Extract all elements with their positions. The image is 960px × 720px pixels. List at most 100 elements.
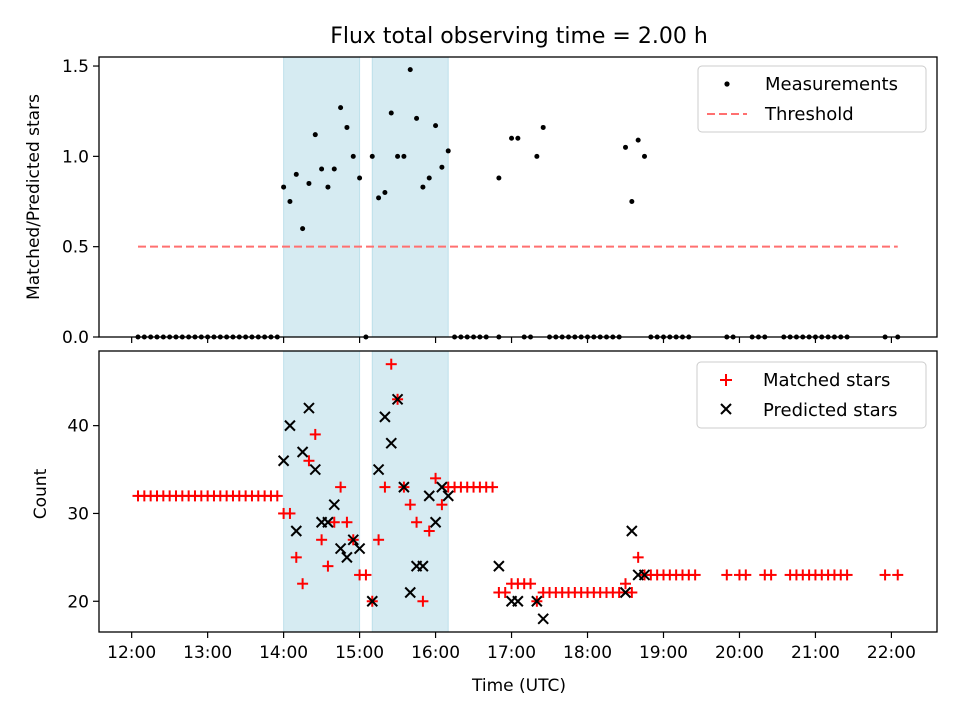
legend-threshold-label: Threshold (764, 104, 854, 125)
measurement-point (382, 189, 388, 195)
measurement-point (509, 135, 515, 141)
measurement-point (312, 132, 318, 138)
matched-point (841, 569, 853, 581)
top-y-ticks: 0.0 0.5 1.0 1.5 (62, 57, 99, 348)
matched-point (499, 586, 511, 598)
matched-point (423, 525, 435, 537)
predicted-point (296, 446, 309, 458)
y-tick-label: 1.0 (62, 147, 89, 167)
measurement-point (629, 199, 635, 205)
measurement-point (369, 153, 375, 159)
matched-point (740, 569, 752, 581)
predicted-point (423, 490, 435, 502)
legend-predicted-marker (720, 403, 732, 415)
predicted-point (309, 463, 321, 476)
measurement-point (414, 115, 420, 121)
matched-point (322, 560, 334, 572)
matched-point (271, 490, 283, 502)
measurement-point (300, 226, 306, 232)
legend-measurement-marker (724, 81, 730, 87)
matched-point (328, 516, 340, 528)
predicted-point (328, 498, 340, 511)
matched-point (411, 516, 423, 528)
shaded-span (371, 56, 449, 338)
matched-point (360, 569, 372, 581)
matched-point (417, 595, 429, 607)
measurement-point (357, 175, 363, 181)
y-tick-label: 20 (67, 592, 89, 612)
chart-title: Flux total observing time = 2.00 h (330, 24, 708, 49)
matched-point (632, 551, 644, 563)
predicted-point (385, 437, 397, 449)
predicted-point (322, 516, 334, 528)
matched-point (341, 516, 353, 528)
predicted-point (334, 542, 347, 555)
legend-predicted-label: Predicted stars (763, 400, 897, 421)
measurement-point (395, 153, 401, 159)
top-legend-frame (697, 65, 927, 133)
predicted-point (626, 525, 638, 537)
measurement-point (496, 175, 502, 181)
measurement-point (515, 135, 521, 141)
measurement-point (331, 166, 337, 172)
x-tick-label: 19:00 (639, 643, 688, 663)
measurement-point (623, 144, 629, 150)
y-tick-label: 1.5 (62, 57, 89, 77)
predicted-point (284, 419, 296, 432)
predicted-point (277, 455, 290, 467)
predicted-point (353, 542, 366, 555)
matched-point (620, 578, 632, 590)
measurement-point (293, 171, 299, 177)
shaded-span (283, 56, 361, 338)
measurement-point (401, 153, 407, 159)
measurement-point (439, 164, 445, 170)
matched-point (613, 586, 625, 598)
predicted-point (391, 393, 404, 406)
matched-point (765, 569, 777, 581)
measurement-point (433, 123, 439, 129)
predicted-point (537, 613, 549, 625)
matched-point (721, 569, 733, 581)
predicted-point (417, 560, 429, 572)
measurement-point (344, 124, 350, 130)
predicted-point (372, 463, 385, 476)
matched-point (373, 534, 385, 546)
predicted-points (277, 393, 651, 625)
matched-point (892, 569, 904, 581)
legend-measurements-label: Measurements (765, 74, 898, 95)
top-x-ticks (131, 337, 893, 343)
matched-point (430, 472, 442, 484)
measurement-point (445, 148, 451, 154)
matched-point (487, 481, 499, 493)
legend-matched-label: Matched stars (763, 370, 890, 391)
matched-point (316, 534, 328, 546)
matched-point (404, 499, 416, 511)
top-legend: Measurements Threshold (697, 65, 927, 133)
predicted-point (366, 595, 378, 607)
bottom-y-ticks: 20 30 40 (67, 417, 99, 612)
x-tick-label: 12:00 (107, 643, 156, 663)
matched-point (385, 358, 397, 370)
measurement-point (319, 166, 325, 172)
matched-point (379, 481, 391, 493)
x-tick-label: 18:00 (563, 643, 612, 663)
top-axes-frame (98, 56, 938, 338)
measurement-point (534, 153, 540, 159)
bottom-y-axis-label: Count (31, 468, 51, 519)
x-tick-label: 16:00 (411, 643, 460, 663)
matched-point (284, 507, 296, 519)
shaded-spans (283, 350, 449, 633)
bottom-legend: Matched stars Predicted stars (696, 361, 927, 429)
predicted-point (531, 595, 543, 607)
measurement-point (287, 199, 293, 205)
predicted-point (379, 411, 391, 423)
measurement-point (281, 184, 287, 190)
matched-point (309, 428, 321, 440)
legend-matched-marker (720, 374, 732, 386)
x-tick-label: 13:00 (183, 643, 232, 663)
matched-point (436, 499, 448, 511)
x-tick-label: 22:00 (867, 643, 916, 663)
measurement-point (338, 105, 344, 111)
x-tick-label: 15:00 (335, 643, 384, 663)
